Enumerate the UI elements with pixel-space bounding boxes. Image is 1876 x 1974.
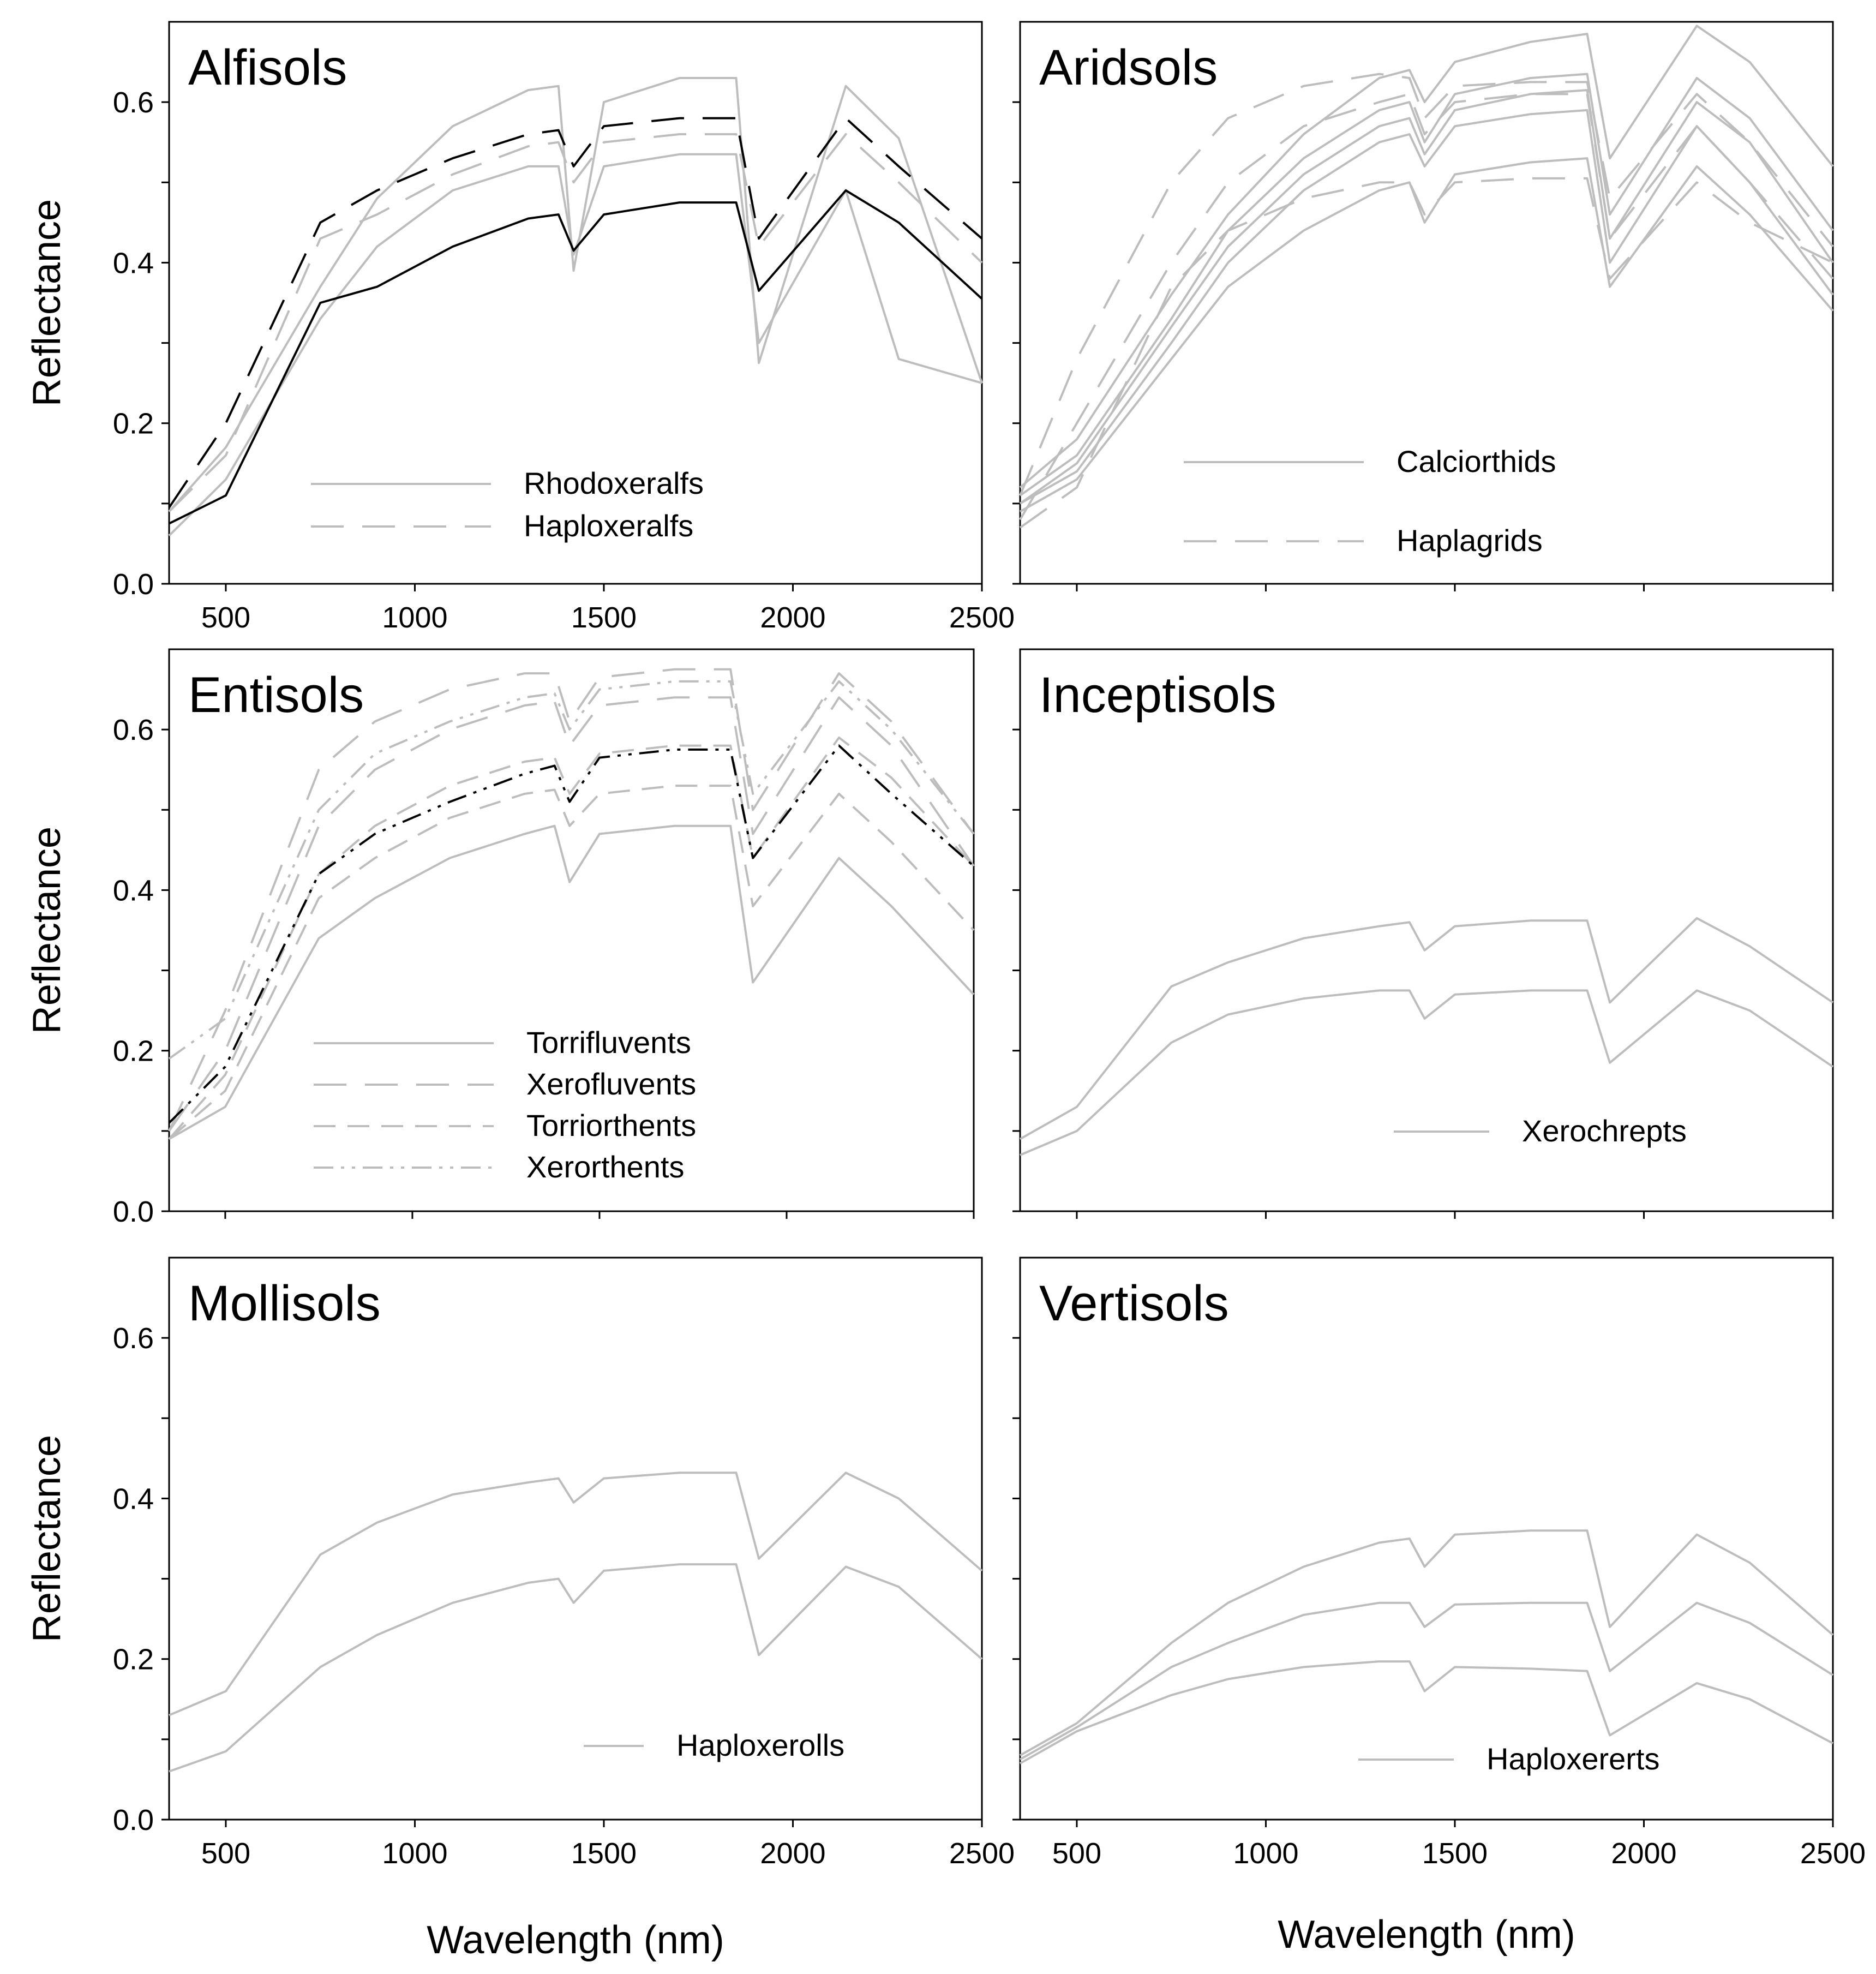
legend-label: Haploxeralfs	[524, 509, 693, 543]
series-line-xerorthents	[168, 744, 975, 1124]
legend-label: Calciorthids	[1396, 444, 1556, 478]
y-tick-label: 0.6	[113, 714, 154, 746]
series-line-xerofluvents	[168, 696, 975, 1132]
x-axis-title-right: Wavelength (nm)	[1278, 1913, 1575, 1957]
x-tick-label: 1500	[571, 1837, 637, 1870]
x-tick-label: 1500	[1422, 1837, 1488, 1870]
series-line-torriorthents	[168, 736, 975, 1140]
series-line-xerorthents	[168, 680, 975, 1060]
y-tick-label: 0.4	[113, 1482, 154, 1515]
panel-alfisols: 0.0 0.2 0.4 0.6 500 1000 1500 2000 2500 Reflectan…	[25, 21, 1015, 634]
x-tick-label: 2000	[760, 1837, 825, 1870]
series-line-xerochrepts	[1020, 989, 1834, 1156]
legend-label: Rhodoxeralfs	[524, 466, 704, 500]
x-tick-label: 2500	[1800, 1837, 1866, 1870]
x-tick-label: 2000	[1611, 1837, 1676, 1870]
series-line-rhodoxeralfs	[169, 189, 983, 525]
y-tick-label: 0.2	[113, 408, 154, 440]
y-tick-label: 0.0	[113, 1804, 154, 1837]
legend-label: Haplagrids	[1396, 523, 1543, 558]
y-tick-label: 0.6	[113, 86, 154, 119]
y-tick-label: 0.2	[113, 1643, 154, 1676]
series-line-torriorthents	[168, 785, 975, 1140]
series-line-haploxerolls	[169, 1471, 983, 1716]
legend-label: Torrifluvents	[526, 1025, 691, 1060]
x-tick-label: 1000	[382, 601, 447, 634]
y-axis-title: Reflectance	[25, 1435, 69, 1642]
x-axis-title-left: Wavelength (nm)	[427, 1918, 724, 1962]
panel-vertisols: 500 1000 1500 2000 2500 Vertisols Haploxererts	[1012, 1257, 1866, 1870]
series-line-haploxeralfs	[168, 133, 983, 513]
x-tick-label: 1500	[571, 601, 637, 634]
panel-inceptisols: Inceptisols Xerochrepts	[1012, 648, 1834, 1219]
legend-label: Xerofluvents	[526, 1067, 696, 1101]
y-tick-label: 0.2	[113, 1035, 154, 1068]
plot-frame	[168, 1257, 983, 1821]
legend-label: Haploxerolls	[676, 1728, 844, 1762]
series-line-haplagrids	[1019, 177, 1833, 529]
series-line-rhodoxeralfs	[168, 77, 983, 512]
x-tick-label: 500	[1052, 1837, 1101, 1870]
plot-frame	[1019, 648, 1834, 1212]
y-tick-label: 0.6	[113, 1322, 154, 1355]
panel-title: Vertisols	[1039, 1276, 1229, 1331]
legend-label: Xerochrepts	[1522, 1114, 1687, 1148]
panel-aridsols: Aridsols Calciorthids Haplagrids	[1012, 21, 1834, 591]
y-axis-title: Reflectance	[25, 199, 69, 406]
series-line-calciorthids	[1019, 73, 1834, 497]
series-line-haplagrids	[1019, 73, 1834, 496]
series-line-xerochrepts	[1020, 917, 1834, 1140]
plot-frame	[168, 21, 983, 585]
panel-title: Inceptisols	[1039, 667, 1276, 723]
series-line-xerofluvents	[168, 668, 975, 1132]
panel-title: Aridsols	[1039, 40, 1218, 95]
panel-title: Entisols	[188, 667, 364, 723]
panel-entisols: 0.0 0.2 0.4 0.6 Reflectance Entisols Torrifluv…	[25, 648, 975, 1228]
series-line-torrifluvents	[169, 824, 975, 1140]
series-line-rhodoxeralfs	[168, 153, 982, 537]
legend-label: Torriorthents	[526, 1108, 696, 1142]
series-line-calciorthids	[1019, 89, 1834, 505]
panel-mollisols: 0.0 0.2 0.4 0.6 500 1000 1500 2000 2500 Reflectan…	[25, 1257, 1015, 1870]
x-tick-label: 500	[201, 601, 250, 634]
x-tick-label: 2500	[949, 601, 1015, 634]
y-tick-label: 0.4	[113, 247, 154, 279]
plot-frame	[1019, 21, 1834, 585]
series-line-haploxererts	[1020, 1601, 1834, 1761]
series-line-haploxerolls	[169, 1563, 983, 1773]
y-tick-label: 0.0	[113, 1195, 154, 1228]
series-line-haploxeralfs	[168, 117, 983, 509]
y-tick-label: 0.0	[113, 568, 154, 601]
legend-label: Xerorthents	[526, 1150, 685, 1184]
x-tick-label: 1000	[382, 1837, 447, 1870]
series-line-haplagrids	[1019, 93, 1834, 521]
x-tick-label: 1000	[1233, 1837, 1298, 1870]
series-line-haploxererts	[1020, 1660, 1833, 1764]
series-line-calciorthids	[1020, 157, 1834, 513]
legend-label: Haploxererts	[1487, 1742, 1659, 1776]
x-tick-label: 2000	[760, 601, 825, 634]
panel-title: Alfisols	[188, 40, 347, 95]
series-line-haploxererts	[1020, 1529, 1834, 1757]
y-axis-title: Reflectance	[25, 827, 69, 1034]
series-line-calciorthids	[1020, 109, 1834, 505]
panel-title: Mollisols	[188, 1276, 381, 1331]
x-tick-label: 2500	[949, 1837, 1015, 1870]
x-tick-label: 500	[201, 1837, 250, 1870]
y-tick-label: 0.4	[113, 874, 154, 907]
plot-frame	[1019, 1257, 1834, 1821]
